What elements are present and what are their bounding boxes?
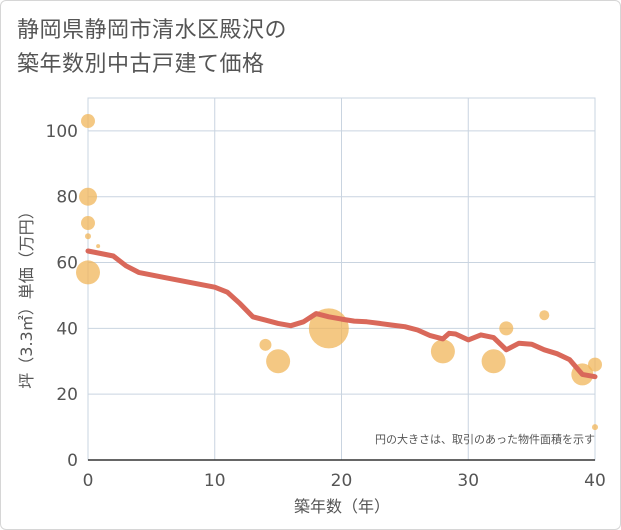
bubble-point	[499, 321, 514, 336]
bubble-point	[76, 260, 100, 285]
y-tick-label: 60	[56, 254, 78, 274]
y-tick-label: 20	[56, 385, 78, 405]
bubble-point	[81, 114, 95, 129]
bubble-point	[79, 187, 97, 206]
x-tick-label: 20	[331, 471, 353, 491]
y-tick-label: 100	[46, 122, 78, 142]
y-tick-label: 0	[67, 451, 78, 471]
bubble-point	[259, 338, 272, 351]
x-tick-label: 40	[584, 471, 606, 491]
bubble-series	[76, 114, 602, 431]
title-line-1: 静岡県静岡市清水区殿沢の	[17, 18, 288, 43]
title-line-2: 築年数別中古戸建て価格	[17, 52, 265, 77]
bubble-point	[96, 244, 101, 249]
bubble-size-note: 円の大きさは、取引のあった物件面積を示す	[375, 432, 595, 446]
y-tick-label: 40	[56, 319, 78, 339]
bubble-point	[266, 349, 291, 374]
x-axis-label: 築年数（年）	[294, 497, 390, 516]
x-tick-label: 0	[83, 471, 94, 491]
bubble-point	[481, 349, 506, 374]
y-axis-label: 坪（3.3㎡）単価（万円）	[17, 203, 36, 388]
bubble-point	[592, 424, 598, 431]
x-tick-label: 10	[204, 471, 226, 491]
bubble-point	[539, 310, 550, 321]
bubble-point	[430, 339, 455, 364]
bubble-point	[588, 357, 602, 372]
average-price-line	[85, 248, 598, 380]
tick-labels: 0 10 20 30 40 0 20 40 60 80 100	[46, 122, 606, 491]
bubble-point	[81, 216, 95, 231]
bubble-point	[85, 233, 91, 240]
trend-line-group	[85, 248, 598, 380]
x-tick-label: 30	[457, 471, 479, 491]
y-tick-label: 80	[56, 188, 78, 208]
chart-title: 静岡県静岡市清水区殿沢の 築年数別中古戸建て価格	[17, 14, 607, 82]
